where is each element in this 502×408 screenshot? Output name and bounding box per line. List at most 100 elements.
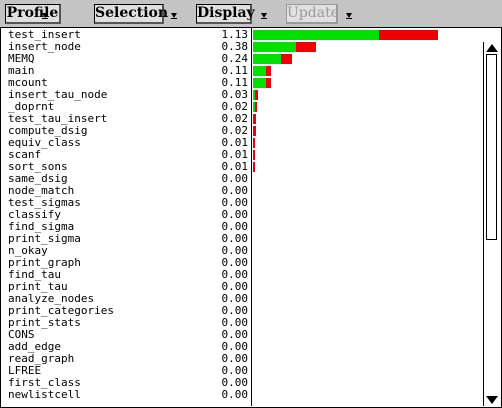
table-row[interactable]: find_tau 0.00 [4, 269, 250, 281]
function-time: 0.00 [221, 208, 249, 221]
function-time: 0.11 [221, 64, 249, 77]
function-time: 0.00 [221, 172, 249, 185]
table-row[interactable]: first_class 0.00 [4, 377, 250, 389]
vertical-scrollbar[interactable] [483, 42, 499, 406]
scroll-thumb[interactable] [486, 54, 497, 240]
table-row[interactable]: print_sigma 0.00 [4, 233, 250, 245]
function-name: print_tau [8, 280, 68, 293]
table-row[interactable]: analyze_nodes 0.00 [4, 293, 250, 305]
function-time: 1.13 [221, 28, 249, 41]
scroll-down-arrow-icon[interactable] [486, 396, 498, 404]
function-name: first_class [8, 376, 81, 389]
function-name: add_edge [8, 340, 61, 353]
function-time: 0.01 [221, 160, 249, 173]
table-row[interactable]: MEMQ 0.24 [4, 53, 250, 65]
table-row[interactable]: main 0.11 [4, 65, 250, 77]
function-name: newlistcell [8, 388, 81, 401]
table-row[interactable]: same_dsig 0.00 [4, 173, 250, 185]
function-time: 0.00 [221, 220, 249, 233]
function-name: print_stats [8, 316, 81, 329]
function-name: node_match [8, 184, 75, 197]
function-name: CONS [8, 328, 35, 341]
function-name: test_tau_insert [8, 112, 108, 125]
bar-self-insert_tau_node [253, 90, 255, 100]
update-menu-button[interactable]: Update [286, 4, 339, 24]
profile-view: test_insert 1.13 insert_node 0.38 MEMQ 0.24 ma… [0, 28, 502, 408]
display-menu-button[interactable]: Display [196, 4, 255, 24]
function-time: 0.00 [221, 244, 249, 257]
function-name: analyze_nodes [8, 292, 95, 305]
update-menu-arrow-icon[interactable] [346, 13, 352, 19]
profile-menu-button[interactable]: Profile [5, 4, 61, 24]
function-name: test_insert [8, 28, 81, 41]
function-name: sort_sons [8, 160, 68, 173]
table-row[interactable]: LFREE 0.00 [4, 365, 250, 377]
table-row[interactable]: sort_sons 0.01 [4, 161, 250, 173]
function-list[interactable]: test_insert 1.13 insert_node 0.38 MEMQ 0.24 ma… [4, 28, 250, 406]
bar-child-sort_sons [253, 162, 255, 172]
table-row[interactable]: find_sigma 0.00 [4, 221, 250, 233]
function-time: 0.00 [221, 304, 249, 317]
profile-menu-arrow-icon[interactable] [42, 13, 48, 19]
function-time: 0.00 [221, 316, 249, 329]
table-row[interactable]: read_graph 0.00 [4, 353, 250, 365]
function-name: MEMQ [8, 52, 35, 65]
function-time: 0.38 [221, 40, 249, 53]
function-time: 0.00 [221, 364, 249, 377]
bar-self-insert_node [253, 42, 296, 52]
table-row[interactable]: print_graph 0.00 [4, 257, 250, 269]
bar-child-compute_dsig [253, 126, 256, 136]
function-time: 0.00 [221, 376, 249, 389]
bar-child-MEMQ [281, 54, 292, 64]
table-row[interactable]: equiv_class 0.01 [4, 137, 250, 149]
bar-child-scanf [253, 150, 255, 160]
function-name: mcount [8, 76, 48, 89]
function-name: insert_node [8, 40, 81, 53]
scroll-up-arrow-icon[interactable] [486, 44, 498, 52]
bar-child-test_tau_insert [253, 114, 256, 124]
bar-child-equiv_class [253, 138, 255, 148]
function-name: insert_tau_node [8, 88, 108, 101]
display-menu-arrow-icon[interactable] [261, 13, 267, 19]
table-row[interactable]: compute_dsig 0.02 [4, 125, 250, 137]
bar-child-mcount [266, 78, 271, 88]
function-name: find_tau [8, 268, 61, 281]
function-time: 0.02 [221, 100, 249, 113]
function-name: LFREE [8, 364, 42, 377]
table-row[interactable]: n_okay 0.00 [4, 245, 250, 257]
table-row[interactable]: insert_node 0.38 [4, 41, 250, 53]
function-time: 0.24 [221, 52, 249, 65]
function-name: _doprnt [8, 100, 55, 113]
table-row[interactable]: classify 0.00 [4, 209, 250, 221]
bar-child-_doprnt [255, 102, 257, 112]
function-name: find_sigma [8, 220, 75, 233]
table-row[interactable]: add_edge 0.00 [4, 341, 250, 353]
table-row[interactable]: _doprnt 0.02 [4, 101, 250, 113]
table-row[interactable]: scanf 0.01 [4, 149, 250, 161]
bar-child-insert_tau_node [255, 90, 258, 100]
selection-menu-arrow-icon[interactable] [171, 13, 177, 19]
function-time: 0.11 [221, 76, 249, 89]
function-time: 0.01 [221, 148, 249, 161]
table-row[interactable]: test_tau_insert 0.02 [4, 113, 250, 125]
table-row[interactable]: print_tau 0.00 [4, 281, 250, 293]
function-time: 0.00 [221, 352, 249, 365]
function-name: print_graph [8, 256, 81, 269]
selection-menu-button[interactable]: Selection [94, 4, 168, 24]
table-row[interactable]: newlistcell 0.00 [4, 389, 250, 401]
table-row[interactable]: mcount 0.11 [4, 77, 250, 89]
function-name: scanf [8, 148, 42, 161]
function-time: 0.00 [221, 292, 249, 305]
table-row[interactable]: node_match 0.00 [4, 185, 250, 197]
table-row[interactable]: CONS 0.00 [4, 329, 250, 341]
function-name: compute_dsig [8, 124, 88, 137]
table-row[interactable]: print_stats 0.00 [4, 317, 250, 329]
table-row[interactable]: test_insert 1.13 [4, 29, 250, 41]
function-time: 0.00 [221, 388, 249, 401]
bar-self-test_insert [253, 30, 379, 40]
bar-self-_doprnt [253, 102, 255, 112]
table-row[interactable]: print_categories 0.00 [4, 305, 250, 317]
function-name: equiv_class [8, 136, 81, 149]
table-row[interactable]: insert_tau_node 0.03 [4, 89, 250, 101]
table-row[interactable]: test_sigmas 0.00 [4, 197, 250, 209]
